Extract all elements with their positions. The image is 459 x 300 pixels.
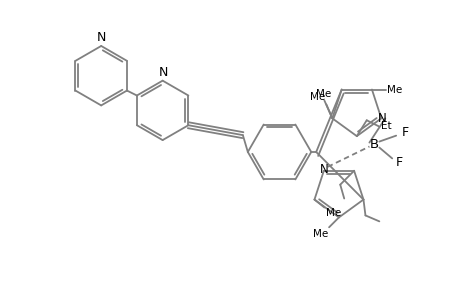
Text: F: F xyxy=(401,126,409,139)
Text: Me: Me xyxy=(309,92,325,103)
Text: Me: Me xyxy=(326,208,341,218)
Text: N: N xyxy=(96,31,106,44)
Text: Me: Me xyxy=(312,229,327,239)
Text: Et: Et xyxy=(380,121,390,131)
Text: N: N xyxy=(377,112,386,125)
Text: N: N xyxy=(159,66,168,79)
Text: F: F xyxy=(395,156,403,169)
Text: N: N xyxy=(319,163,328,176)
Text: Me: Me xyxy=(315,88,330,98)
Text: B: B xyxy=(369,138,378,151)
Text: Me: Me xyxy=(386,85,401,94)
